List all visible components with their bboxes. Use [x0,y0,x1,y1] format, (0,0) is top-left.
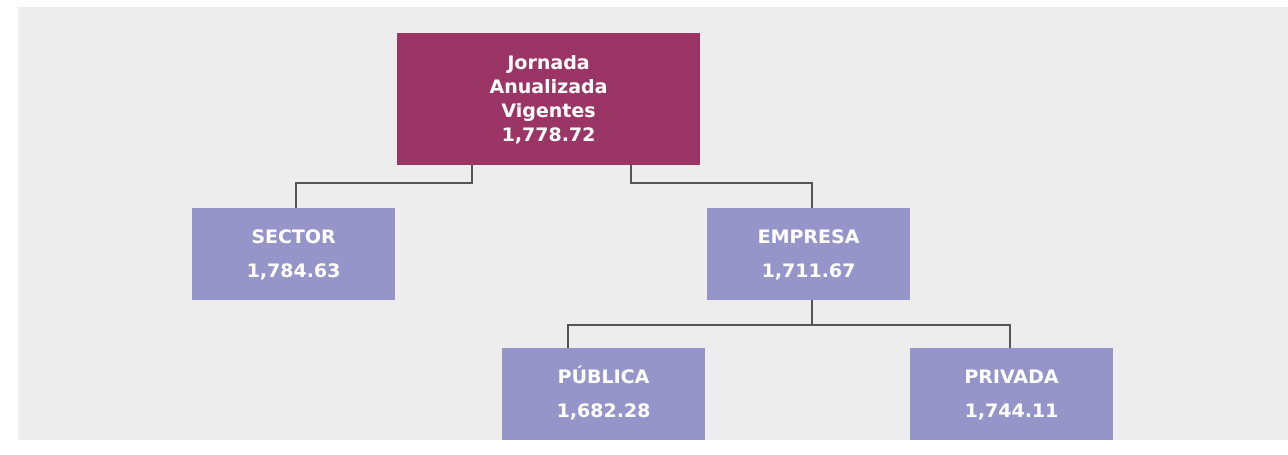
root-node: Jornada Anualizada Vigentes 1,778.72 [397,33,700,165]
connector [295,165,473,208]
node-label: PÚBLICA [557,366,650,388]
node: PÚBLICA 1,682.28 [502,348,705,440]
node-value: 1,744.11 [964,400,1059,422]
connector [567,324,1011,348]
node-value: 1,682.28 [556,400,651,422]
node-value: 1,778.72 [501,124,596,146]
node-value: 1,784.63 [246,260,341,282]
node: PRIVADA 1,744.11 [910,348,1113,440]
node: SECTOR 1,784.63 [192,208,395,300]
node-label: Jornada Anualizada Vigentes [489,52,608,122]
node-label: PRIVADA [964,366,1059,388]
node-value: 1,711.67 [761,260,856,282]
connector [630,165,813,208]
node-label: SECTOR [251,226,336,248]
node: EMPRESA 1,711.67 [707,208,910,300]
node-label: EMPRESA [757,226,860,248]
